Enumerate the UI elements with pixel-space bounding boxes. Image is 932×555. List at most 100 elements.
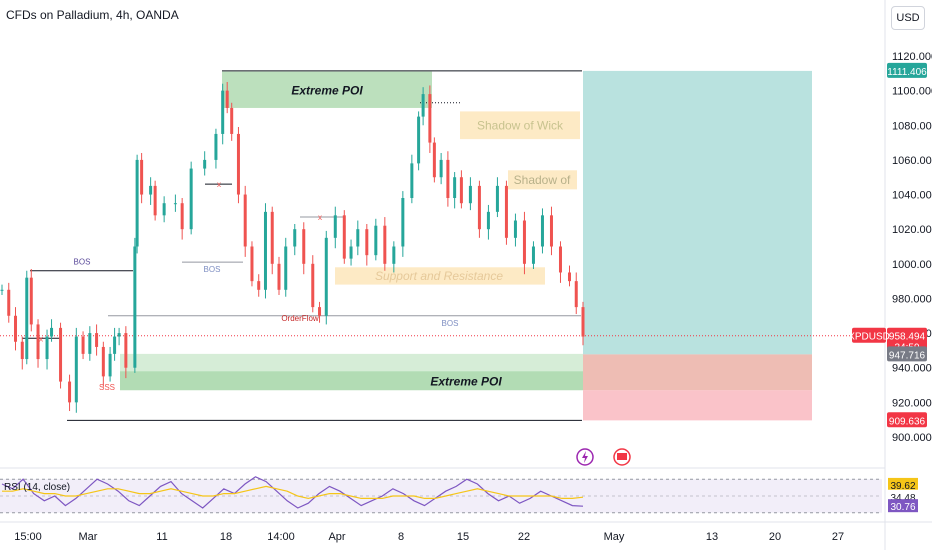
- y-tick-label: 1040.000: [892, 190, 932, 202]
- candle-body: [221, 90, 225, 134]
- candle-body: [428, 94, 432, 143]
- candle-body: [574, 281, 578, 308]
- sss-label: SSS: [99, 383, 115, 392]
- x-label-3: x: [39, 334, 43, 343]
- candle-body: [365, 229, 369, 256]
- candle-body: [311, 263, 315, 308]
- candle-body: [0, 289, 4, 291]
- rsi-level-tag-label: 34.48: [890, 493, 915, 504]
- rsi-level-tag-label: 30.76: [890, 502, 915, 513]
- candle-body: [277, 263, 281, 290]
- candle-body: [293, 229, 297, 247]
- candle-body: [333, 215, 337, 238]
- candle-body: [421, 94, 425, 117]
- candle-body: [36, 324, 40, 360]
- candle-body: [153, 185, 157, 216]
- rsi-level-tag-bg: [888, 499, 918, 513]
- x-tick-label: 20: [769, 531, 781, 543]
- rsi-level-tag-label: 39.62: [890, 481, 915, 492]
- candle-body: [162, 203, 166, 216]
- candle-body: [302, 229, 306, 264]
- candle-body: [477, 185, 481, 230]
- candle-body: [68, 381, 72, 403]
- rsi-level-tag-bg: [888, 477, 918, 491]
- candle-body: [342, 215, 346, 259]
- support-resistance-zone: [335, 267, 545, 285]
- extreme-poi-bottom-label: Extreme POI: [430, 375, 502, 389]
- x-tick-label: 27: [832, 531, 844, 543]
- candle-body: [230, 107, 234, 134]
- candle-body: [495, 185, 499, 212]
- y-tick-label: 920.000: [892, 397, 932, 409]
- candle-body: [173, 203, 177, 205]
- candle-body: [374, 225, 378, 256]
- candle-body: [124, 333, 128, 368]
- symbol-tag-label: XPDUSD: [848, 332, 890, 343]
- x-label-2: x: [318, 213, 322, 222]
- candle-body: [513, 220, 517, 238]
- candle-body: [225, 90, 229, 108]
- candle-body: [459, 177, 463, 204]
- candle-body: [356, 229, 360, 247]
- candle-body: [243, 194, 247, 247]
- candle-body: [189, 168, 193, 230]
- candle-body: [263, 211, 267, 290]
- extreme-poi-top-label: Extreme POI: [291, 84, 363, 98]
- shadow-of-wick-label: Shadow of Wick: [477, 118, 564, 132]
- candle-body: [522, 220, 526, 264]
- candle-body: [50, 327, 54, 337]
- y-tick-label: 980.000: [892, 293, 932, 305]
- candle-body: [504, 185, 508, 238]
- candle-body: [284, 246, 288, 290]
- candle-body: [558, 246, 562, 273]
- flag-glyph-icon: [617, 453, 627, 460]
- x-tick-label: 13: [706, 531, 718, 543]
- candle-body: [250, 246, 254, 282]
- candle-body: [257, 281, 261, 290]
- candle-body: [318, 307, 322, 316]
- candle-body: [401, 198, 405, 247]
- candle-body: [540, 215, 544, 247]
- candle-body: [14, 315, 18, 342]
- support-resistance-label: Support and Resistance: [375, 269, 503, 283]
- symbol-title: CFDs on Palladium, 4h, OANDA: [6, 8, 179, 22]
- rsi-title: RSI (14, close): [4, 482, 70, 493]
- y-tick-label: 1100.000: [892, 86, 932, 98]
- extreme-poi-bottom-light-zone: [120, 353, 583, 372]
- candle-body: [29, 277, 33, 325]
- candle-body: [446, 159, 450, 199]
- y-tick-label: 940.000: [892, 363, 932, 375]
- bos-label-3: BOS: [442, 319, 459, 328]
- x-tick-label: 8: [398, 531, 404, 543]
- candle-body: [581, 307, 585, 337]
- candle-body: [20, 341, 24, 360]
- extreme-poi-bottom-zone: [120, 371, 583, 391]
- candle-body: [468, 185, 472, 204]
- candle-body: [95, 333, 99, 347]
- x-tick-label: Apr: [328, 531, 345, 543]
- x-tick-label: 15:00: [14, 531, 42, 543]
- price-tag-label: 958.494: [889, 332, 926, 343]
- price-tag-label: 909.636: [889, 416, 926, 427]
- x-tick-label: May: [604, 531, 625, 543]
- orderflow-label: OrderFlow: [281, 314, 319, 323]
- candle-body: [180, 203, 184, 230]
- candle-body: [59, 327, 63, 382]
- candle-body: [81, 336, 85, 354]
- candle-body: [214, 133, 218, 160]
- candle-body: [324, 237, 328, 316]
- price-tag-bg: [887, 346, 927, 362]
- candle-body: [133, 246, 137, 368]
- x-tick-label: 11: [156, 531, 167, 543]
- extreme-poi-top-zone: [222, 71, 432, 108]
- price-tag-label: 947.716: [889, 350, 926, 361]
- lightning-glyph-icon: [582, 451, 588, 463]
- currency-button[interactable]: USD: [891, 6, 925, 30]
- candle-body: [7, 289, 11, 316]
- x-tick-label: 15: [457, 531, 469, 543]
- candle-body: [417, 116, 421, 164]
- price-tag-label: 1111.406: [887, 67, 927, 78]
- candle-body: [140, 159, 144, 195]
